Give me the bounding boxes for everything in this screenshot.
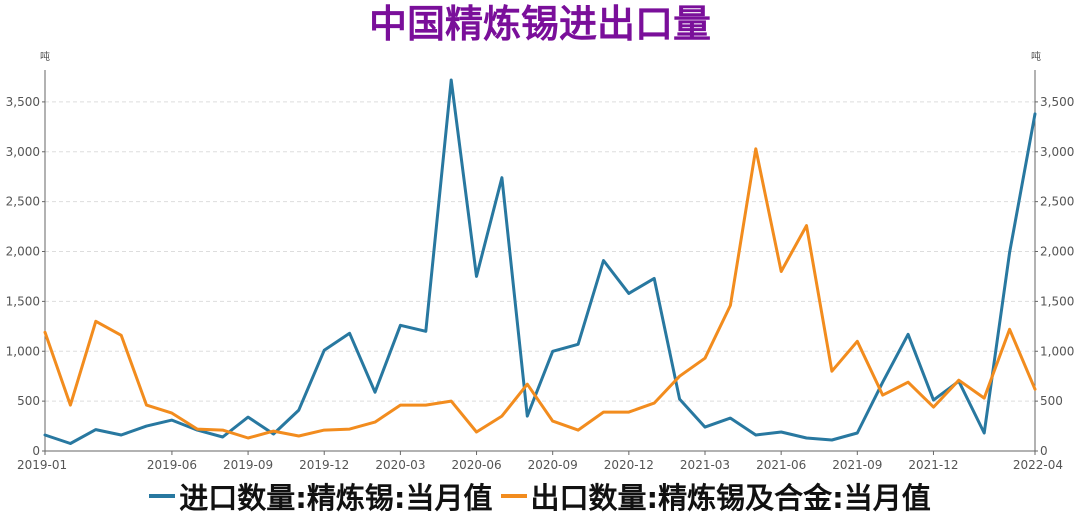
y-tick-label-right: 2,000 [1040, 245, 1074, 259]
x-tick-label: 2020-12 [604, 458, 654, 472]
y-axis-unit-left: 吨 [40, 50, 50, 63]
x-tick-label: 2022-04 [1013, 458, 1063, 472]
x-tick-label: 2021-03 [680, 458, 730, 472]
legend-item-import[interactable]: 进口数量:精炼锡:当月值 [149, 475, 493, 517]
y-tick-label-left: 3,500 [6, 95, 40, 109]
y-axis-unit-right: 吨 [1031, 50, 1041, 63]
y-tick-label-left: 500 [17, 394, 40, 408]
x-tick-label: 2019-06 [147, 458, 197, 472]
series-lines [43, 78, 1037, 445]
axes: 0 0 500 500 1,000 1,000 1,500 1,500 2,000 2,000 2,… [6, 70, 1074, 472]
y-tick-label-left: 3,000 [6, 145, 40, 159]
x-tick-label: 2020-06 [451, 458, 501, 472]
y-tick-label-right: 2,500 [1040, 195, 1074, 209]
legend-item-export[interactable]: 出口数量:精炼锡及合金:当月值 [500, 475, 931, 517]
x-tick-label: 2021-12 [908, 458, 958, 472]
legend-label-export: 出口数量:精炼锡及合金:当月值 [530, 481, 931, 515]
x-tick-label: 2020-03 [375, 458, 425, 472]
chart-title: 中国精炼锡进出口量 [368, 2, 711, 46]
y-tick-label-left: 1,000 [6, 344, 40, 358]
y-tick-label-right: 3,000 [1040, 145, 1074, 159]
legend-label-import: 进口数量:精炼锡:当月值 [179, 481, 493, 515]
y-tick-label-right: 0 [1040, 444, 1048, 458]
x-tick-label: 2020-09 [528, 458, 578, 472]
x-tick-label: 2021-06 [756, 458, 806, 472]
y-tick-label-right: 500 [1040, 394, 1063, 408]
y-tick-label-right: 3,500 [1040, 95, 1074, 109]
y-tick-label-left: 1,500 [6, 294, 40, 308]
x-tick-label: 2019-12 [299, 458, 349, 472]
series-line-export [43, 147, 1037, 440]
gridlines [45, 101, 1035, 402]
legend-swatch-export [500, 494, 527, 498]
y-tick-label-right: 1,000 [1040, 344, 1074, 358]
x-tick-label: 2019-01 [17, 458, 67, 472]
y-tick-label-right: 1,500 [1040, 294, 1074, 308]
y-tick-label-left: 0 [32, 444, 40, 458]
y-tick-label-left: 2,000 [6, 245, 40, 259]
x-tick-label: 2021-09 [832, 458, 882, 472]
y-tick-label-left: 2,500 [6, 195, 40, 209]
series-line-import [43, 78, 1037, 445]
legend-swatch-import [149, 494, 176, 498]
x-tick-label: 2019-09 [223, 458, 273, 472]
legend: 进口数量:精炼锡:当月值 出口数量:精炼锡及合金:当月值 [0, 476, 1080, 516]
